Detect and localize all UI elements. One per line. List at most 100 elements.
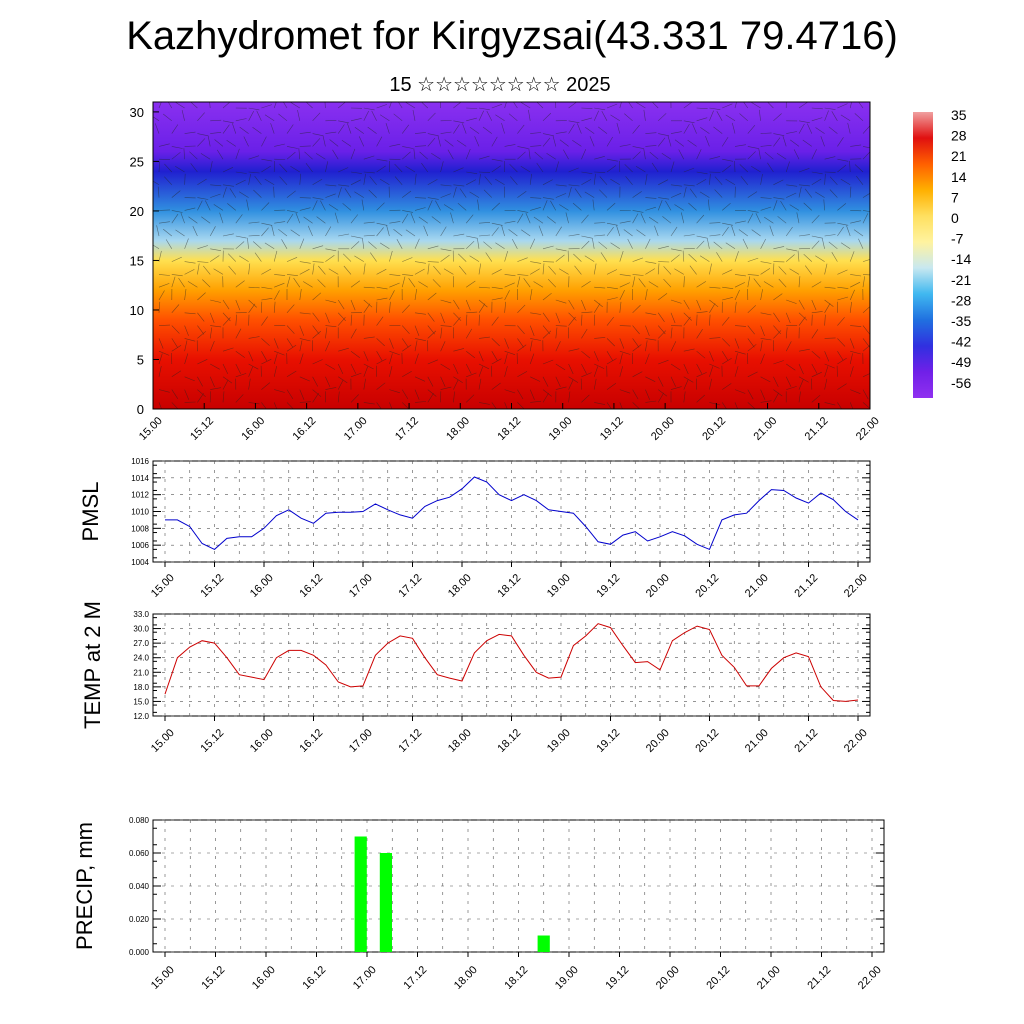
pmsl-x-tick-8: 19.00 (545, 572, 573, 600)
colorbar-label-11: -42 (951, 334, 971, 350)
colorbar-label-3: 14 (951, 169, 967, 185)
cross-section-panel: 0 5 10 15 20 25 30 15.00 15.12 16.00 16.12 17.00 17.… (130, 101, 882, 443)
pmsl-x-tick-14: 22.00 (842, 572, 870, 600)
pmsl-y-tick-5: 1014 (131, 474, 149, 483)
wind-barbs (153, 102, 870, 409)
precip-x-tick-6: 18.00 (452, 964, 480, 992)
pmsl-line (165, 476, 859, 551)
temp-x-tick-10: 20.00 (644, 727, 672, 755)
temp-x-tick-8: 19.00 (545, 727, 573, 755)
pmsl-x-tick-2: 16.00 (248, 572, 276, 600)
colorbar-label-7: -14 (951, 251, 971, 267)
temp-y-tick-4: 24.0 (133, 654, 149, 663)
temp-y-tick-0: 12.0 (133, 712, 149, 721)
pmsl-x-tick-5: 17.12 (396, 572, 424, 600)
colorbar-label-0: 35 (951, 107, 967, 123)
heatmap-y-tick-0: 0 (137, 402, 144, 417)
temp-frame (152, 613, 871, 717)
colorbar-label-5: 0 (951, 210, 959, 226)
heatmap-y-tick-1: 5 (137, 352, 144, 367)
temp-x-tick-9: 19.12 (594, 727, 622, 755)
colorbar-label-8: -21 (951, 272, 971, 288)
precip-x-tick-2: 16.00 (250, 964, 278, 992)
pmsl-x-tick-6: 18.00 (446, 572, 474, 600)
pmsl-y-tick-6: 1016 (131, 457, 149, 466)
temp-x-tick-3: 16.12 (297, 727, 325, 755)
precip-bar-2 (537, 935, 550, 952)
temp-x-tick-2: 16.00 (248, 727, 276, 755)
heatmap-x-tick-2: 16.00 (239, 415, 267, 443)
precip-bar-0 (354, 836, 367, 952)
heatmap-x-tick-1: 15.12 (188, 415, 216, 443)
pmsl-x-tick-1: 15.12 (198, 572, 226, 600)
pmsl-y-tick-3: 1010 (131, 508, 149, 517)
pmsl-x-tick-12: 21.00 (743, 572, 771, 600)
temp-y-tick-5: 27.0 (133, 639, 149, 648)
pmsl-y-tick-2: 1008 (131, 524, 149, 533)
heatmap-x-tick-9: 19.12 (598, 415, 626, 443)
precip-y-tick-0: 0.000 (129, 948, 150, 957)
precip-y-tick-1: 0.020 (129, 915, 150, 924)
temp-x-tick-5: 17.12 (396, 727, 424, 755)
heatmap-x-tick-5: 17.12 (393, 415, 421, 443)
precip-x-tick-14: 22.00 (856, 964, 884, 992)
temp-x-tick-13: 21.12 (792, 727, 820, 755)
colorbar-label-1: 28 (951, 128, 967, 144)
pmsl-frame (152, 460, 871, 563)
temp-x-tick-12: 21.00 (743, 727, 771, 755)
precip-x-tick-0: 15.00 (149, 964, 177, 992)
temp-y-tick-7: 33.0 (133, 610, 149, 619)
precip-x-tick-4: 17.00 (351, 964, 379, 992)
precip-x-tick-9: 19.12 (603, 964, 631, 992)
temp-x-tick-1: 15.12 (198, 727, 226, 755)
heatmap-x-tick-11: 20.12 (700, 415, 728, 443)
precip-panel: 0.000 0.020 0.040 0.060 0.080 15.00 15.12 16.00… (72, 816, 885, 992)
heatmap-x-tick-8: 19.00 (547, 415, 575, 443)
temp-y-label: TEMP at 2 M (80, 601, 105, 729)
heatmap-x-tick-14: 22.00 (854, 415, 882, 443)
precip-x-tick-5: 17.12 (401, 964, 429, 992)
colorbar-scale (913, 112, 933, 398)
precip-x-tick-12: 21.00 (755, 964, 783, 992)
colorbar-label-6: -7 (951, 231, 964, 247)
colorbar: 35 28 21 14 7 0 -7 -14 -21 -28 -35 -42 -49 -56 (913, 107, 971, 398)
heatmap-x-tick-13: 21.12 (803, 415, 831, 443)
heatmap-x-tick-0: 15.00 (137, 415, 165, 443)
heatmap-y-tick-3: 15 (130, 253, 144, 268)
temp-x-tick-11: 20.12 (693, 727, 721, 755)
temp-y-tick-1: 15.0 (133, 697, 149, 706)
temp-x-tick-6: 18.00 (446, 727, 474, 755)
pmsl-y-tick-0: 1004 (131, 558, 149, 567)
precip-x-tick-7: 18.12 (502, 964, 530, 992)
pmsl-x-tick-4: 17.00 (347, 572, 375, 600)
colorbar-label-10: -35 (951, 313, 971, 329)
temp-x-tick-0: 15.00 (149, 727, 177, 755)
colorbar-label-2: 21 (951, 148, 967, 164)
precip-x-tick-11: 20.12 (704, 964, 732, 992)
pmsl-y-tick-1: 1006 (131, 541, 149, 550)
heatmap-y-tick-6: 30 (130, 105, 144, 120)
temp-panel: 12.0 15.0 18.0 21.0 24.0 27.0 30.0 33.0 15.00 15.… (80, 601, 871, 755)
precip-bar-1 (379, 853, 392, 952)
precip-x-tick-3: 16.12 (300, 964, 328, 992)
colorbar-label-12: -49 (951, 354, 971, 370)
precip-x-tick-8: 19.00 (553, 964, 581, 992)
pmsl-x-tick-3: 16.12 (297, 572, 325, 600)
pmsl-x-tick-10: 20.00 (644, 572, 672, 600)
pmsl-x-tick-9: 19.12 (594, 572, 622, 600)
temp-y-tick-3: 21.0 (133, 668, 149, 677)
colorbar-label-13: -56 (951, 375, 971, 391)
precip-x-tick-13: 21.12 (805, 964, 833, 992)
pmsl-panel: 1004 1006 1008 1010 1012 1014 1016 15.00 15.12 16… (78, 457, 871, 600)
pmsl-x-tick-11: 20.12 (693, 572, 721, 600)
colorbar-label-4: 7 (951, 189, 959, 205)
pmsl-y-label: PMSL (78, 482, 103, 542)
heatmap-x-tick-3: 16.12 (291, 415, 319, 443)
temp-y-tick-2: 18.0 (133, 683, 149, 692)
heatmap-x-tick-12: 21.00 (751, 415, 779, 443)
pmsl-y-tick-4: 1012 (131, 491, 149, 500)
heatmap-x-tick-10: 20.00 (649, 415, 677, 443)
temp-y-tick-6: 30.0 (133, 625, 149, 634)
chart-title: Kazhydromet for Kirgyzsai(43.331 79.4716… (126, 14, 898, 58)
heatmap-y-tick-5: 25 (130, 154, 144, 169)
